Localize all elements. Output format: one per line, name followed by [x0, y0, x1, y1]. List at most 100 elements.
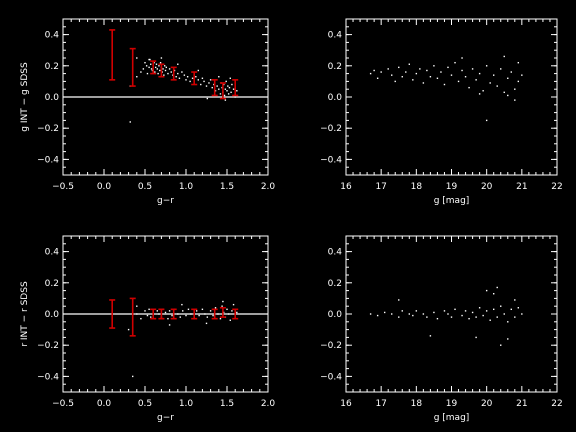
data-point	[154, 66, 157, 69]
data-point	[177, 63, 179, 65]
data-point	[475, 79, 477, 81]
data-point	[376, 77, 379, 79]
data-point	[373, 69, 375, 72]
data-point	[171, 314, 173, 317]
y-tick-label: 0.0	[45, 310, 60, 320]
data-point	[391, 313, 393, 315]
error-bar	[129, 47, 136, 87]
data-point	[415, 72, 418, 75]
data-point	[218, 76, 220, 78]
y-tick-label: 0.0	[328, 310, 343, 320]
data-point	[429, 76, 432, 78]
error-bar	[219, 82, 226, 100]
error-bar	[150, 308, 157, 320]
plot-frame	[345, 235, 558, 393]
data-point	[482, 90, 484, 92]
x-tick-label: 2.0	[261, 399, 276, 409]
data-point	[228, 86, 231, 89]
error-bar	[191, 308, 198, 320]
y-tick-label: 0.0	[45, 93, 60, 103]
data-point	[181, 303, 183, 306]
data-point	[201, 308, 204, 311]
data-point	[507, 338, 509, 340]
data-point	[203, 80, 205, 83]
data-point	[164, 311, 167, 314]
data-point	[227, 313, 230, 315]
data-point	[227, 85, 229, 87]
data-point	[132, 375, 134, 378]
x-tick-label: 2.0	[261, 182, 276, 192]
data-point	[475, 316, 477, 318]
data-point	[461, 69, 463, 72]
data-point	[223, 311, 225, 314]
data-point	[493, 74, 495, 76]
data-point	[226, 90, 228, 92]
x-tick-label: 20	[481, 399, 493, 409]
data-point	[148, 66, 150, 69]
x-tick-label: 21	[516, 182, 527, 192]
data-point	[209, 310, 212, 312]
x-axis-label: g [mag]	[434, 413, 470, 423]
data-point	[234, 96, 236, 98]
data-point	[485, 119, 488, 122]
data-point	[471, 68, 474, 70]
x-axis-label: g [mag]	[434, 196, 470, 206]
y-tick-label: 0.4	[45, 31, 60, 41]
data-point	[475, 336, 477, 339]
data-point	[412, 314, 414, 317]
plot-frame	[345, 18, 558, 176]
data-point	[179, 316, 181, 318]
data-point	[212, 314, 214, 317]
data-point	[144, 61, 146, 64]
data-point	[412, 79, 414, 81]
data-point	[227, 93, 230, 95]
data-point	[408, 63, 410, 65]
data-point	[521, 74, 523, 76]
data-point	[429, 335, 432, 337]
data-point	[183, 74, 186, 76]
data-point	[206, 97, 209, 100]
y-tick-label: −0.2	[320, 341, 342, 351]
data-point	[514, 299, 516, 301]
data-point	[136, 305, 138, 307]
y-tick-label: 0.0	[328, 93, 343, 103]
data-point	[197, 69, 199, 72]
x-tick-label: −0.5	[52, 399, 74, 409]
error-bar	[232, 79, 239, 97]
y-tick-label: −0.4	[320, 155, 342, 165]
data-point	[232, 303, 235, 306]
data-point	[208, 82, 210, 84]
data-point	[229, 77, 231, 79]
data-point	[216, 85, 218, 87]
data-point	[201, 77, 204, 79]
data-point	[478, 93, 481, 95]
data-point	[140, 71, 142, 73]
data-point	[168, 324, 171, 326]
data-point	[489, 319, 491, 321]
x-tick-label: 20	[481, 182, 493, 192]
chart-panel-1: −0.5 0.0 0.5 1.0 1.5 2.0 −0.4 −0.2 0.0 0.2 0.4 g−r g…	[20, 18, 276, 206]
data-point	[426, 69, 428, 72]
data-point	[153, 61, 155, 64]
data-point	[218, 88, 220, 90]
data-point	[401, 76, 403, 78]
data-point	[408, 313, 410, 315]
data-point	[426, 316, 428, 318]
data-point	[507, 321, 509, 323]
data-point	[167, 72, 169, 75]
y-axis-label: r INT − r SDSS	[20, 281, 30, 347]
data-point	[478, 307, 481, 309]
data-point	[156, 310, 158, 312]
x-tick-label: −0.5	[52, 182, 74, 192]
data-point	[181, 71, 183, 73]
data-point	[211, 86, 213, 89]
data-point	[146, 72, 149, 75]
data-point	[450, 74, 453, 76]
x-axis-label: g−r	[157, 196, 174, 206]
x-tick-label: 19	[446, 399, 458, 409]
error-bar	[232, 308, 239, 320]
data-point	[195, 76, 197, 78]
x-tick-label: 22	[551, 399, 562, 409]
data-point	[457, 80, 460, 83]
